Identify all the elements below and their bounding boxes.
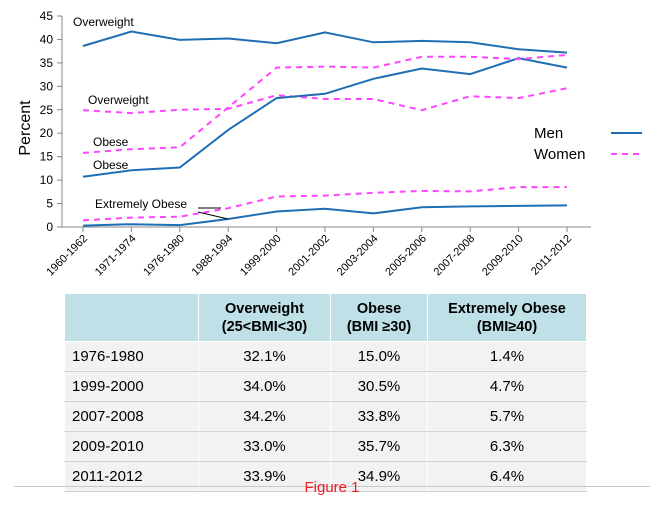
table-row: 1999-2000 34.0% 30.5% 4.7% (64, 371, 587, 402)
y-tick-label: 45 (40, 9, 54, 23)
legend-label-men: Men (534, 125, 563, 142)
series-line-extremely-obese-men (82, 204, 568, 227)
figure-caption: Figure 1 (304, 479, 360, 496)
annotation-obese-men: Obese (93, 158, 129, 172)
y-tick-label: 5 (46, 197, 53, 211)
series-line-overweight-men (82, 30, 568, 54)
header-empty (64, 293, 199, 342)
y-tick-label: 10 (40, 173, 54, 187)
y-tick-label: 20 (40, 126, 54, 140)
row-period: 2007-2008 (64, 401, 199, 432)
series-line-overweight-women (82, 87, 568, 115)
x-tick-label: 1976-1980 (141, 233, 187, 279)
x-tick-label: 2001-2002 (286, 233, 332, 279)
divider (14, 486, 650, 487)
table-cell: 15.0% (330, 341, 428, 372)
x-tick-label: 2011-2012 (529, 233, 574, 278)
annotation-overweight-men: Overweight (73, 15, 134, 29)
y-tick-label: 25 (40, 103, 54, 117)
row-period: 2009-2010 (64, 431, 199, 462)
table-cell: 34.0% (198, 371, 331, 402)
chart-series (82, 30, 568, 227)
series-line-obese-men (82, 57, 568, 178)
table-cell: 6.3% (427, 431, 587, 462)
x-tick-label: 2005-2006 (383, 233, 429, 279)
chart-axes (57, 15, 591, 232)
x-tick-label: 2007-2008 (432, 233, 478, 279)
x-tick-label: 1971-1974 (93, 233, 139, 279)
series-line-extremely-obese-women (82, 186, 567, 222)
x-tick-label: 1988-1994 (190, 233, 236, 279)
header-obese: Obese (BMI ≥30) (330, 293, 428, 342)
y-tick-label: 30 (40, 79, 54, 93)
table-cell: 4.7% (427, 371, 587, 402)
table-cell: 33.8% (330, 401, 428, 432)
header-overweight: Overweight (25<BMI<30) (198, 293, 331, 342)
table-header-row: Overweight (25<BMI<30) Obese (BMI ≥30) Ext… (64, 293, 587, 342)
x-tick-label: 1960-1962 (44, 233, 90, 279)
data-table-container: Overweight (25<BMI<30) Obese (BMI ≥30) Ext… (64, 293, 587, 492)
x-tick-label: 2009-2010 (480, 233, 526, 279)
table-row: 2009-2010 33.0% 35.7% 6.3% (64, 431, 587, 462)
y-tick-label: 35 (40, 56, 54, 70)
y-axis-label: Percent (17, 100, 34, 156)
annotation-extremely-obese: Extremely Obese (95, 197, 187, 211)
table-cell: 33.0% (198, 431, 331, 462)
header-extremely-obese: Extremely Obese (BMI≥40) (427, 293, 587, 342)
series-line-obese-women (82, 53, 568, 154)
table-cell: 35.7% (330, 431, 428, 462)
x-tick-label: 2003-2004 (335, 233, 381, 279)
y-tick-labels: 0 5 10 15 20 25 30 35 40 45 (40, 9, 54, 234)
x-tick-label: 1999-2000 (238, 233, 284, 279)
table-cell: 34.2% (198, 401, 331, 432)
annotation-pointer-lower (197, 211, 229, 220)
legend-label-women: Women (534, 146, 585, 163)
table-row: 1976-1980 32.1% 15.0% 1.4% (64, 341, 587, 372)
row-period: 1976-1980 (64, 341, 199, 372)
row-period: 1999-2000 (64, 371, 199, 402)
annotation-overweight-women: Overweight (88, 93, 149, 107)
annotation-obese-women: Obese (93, 135, 129, 149)
x-tick-labels: 1960-1962 1971-1974 1976-1980 1988-1994 1999… (44, 233, 574, 279)
table-cell: 30.5% (330, 371, 428, 402)
y-tick-label: 15 (40, 150, 54, 164)
y-tick-label: 40 (40, 32, 54, 46)
table-cell: 32.1% (198, 341, 331, 372)
line-chart: 1960-1962 1971-1974 1976-1980 1988-1994 1999… (17, 9, 642, 279)
data-table: Overweight (25<BMI<30) Obese (BMI ≥30) Ext… (64, 293, 587, 492)
table-cell: 5.7% (427, 401, 587, 432)
y-tick-label: 0 (46, 220, 53, 234)
table-row: 2007-2008 34.2% 33.8% 5.7% (64, 401, 587, 432)
table-cell: 1.4% (427, 341, 587, 372)
